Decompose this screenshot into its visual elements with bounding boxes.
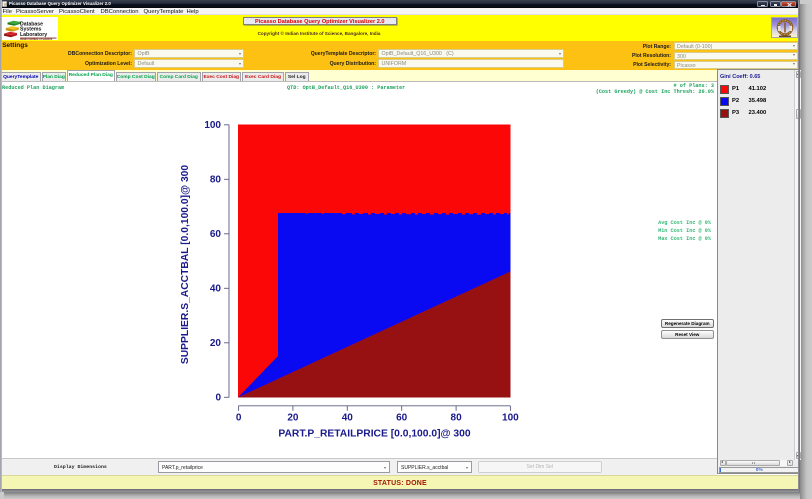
svg-text:Indian Institute of Science: Indian Institute of Science [20,37,53,40]
svg-text:Systems: Systems [20,27,41,33]
svg-text:Laboratory: Laboratory [20,32,47,38]
svg-text:Database: Database [20,21,43,27]
